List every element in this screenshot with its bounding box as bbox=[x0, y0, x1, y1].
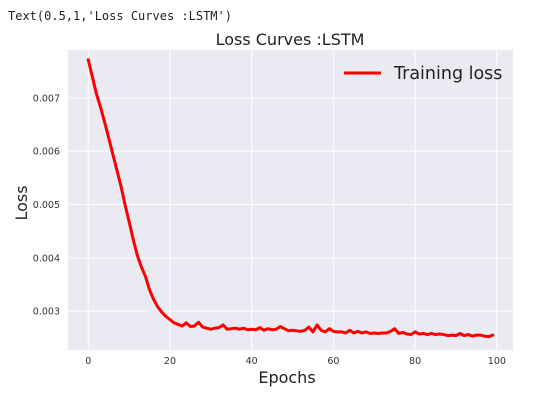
y-tick-label: 0.006 bbox=[33, 147, 60, 158]
tick-labels: 0 20 40 60 80 100 0.003 0.004 0.005 0.006 0.007 bbox=[33, 93, 506, 367]
training-loss-line bbox=[86, 58, 495, 339]
x-axis-label: Epochs bbox=[258, 368, 315, 387]
legend-label: Training loss bbox=[393, 64, 502, 84]
x-tick-label: 0 bbox=[85, 356, 91, 367]
y-tick-label: 0.005 bbox=[33, 200, 60, 211]
y-tick-label: 0.004 bbox=[33, 253, 60, 264]
legend: Training loss bbox=[344, 64, 502, 84]
chart-title: Loss Curves :LSTM bbox=[216, 30, 365, 49]
x-tick-label: 40 bbox=[246, 356, 258, 367]
x-tick-label: 100 bbox=[488, 356, 506, 367]
y-tick-label: 0.003 bbox=[33, 307, 60, 318]
x-tick-label: 80 bbox=[409, 356, 421, 367]
grid-lines bbox=[68, 50, 513, 350]
x-tick-label: 60 bbox=[327, 356, 339, 367]
plot-area bbox=[68, 50, 513, 350]
y-axis-label: Loss bbox=[12, 185, 31, 220]
cell-output-text: Text(0.5,1,'Loss Curves :LSTM') bbox=[8, 9, 232, 23]
x-tick-label: 20 bbox=[164, 356, 176, 367]
y-tick-label: 0.007 bbox=[33, 93, 60, 104]
